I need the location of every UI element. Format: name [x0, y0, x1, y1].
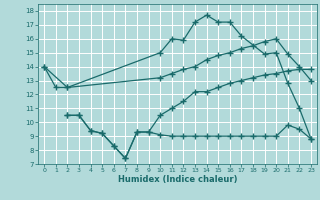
X-axis label: Humidex (Indice chaleur): Humidex (Indice chaleur)	[118, 175, 237, 184]
